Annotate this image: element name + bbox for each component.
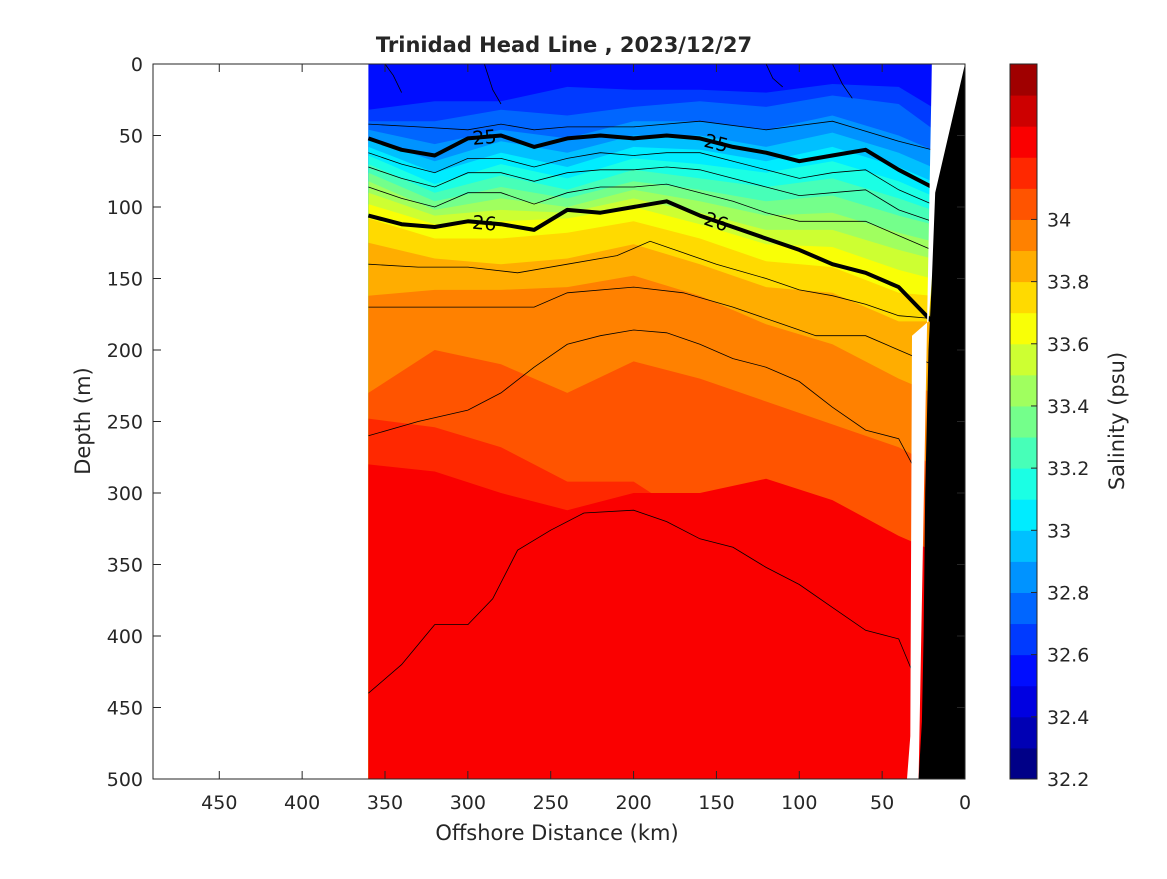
y-tick-label: 500 bbox=[107, 769, 143, 791]
contour-label: 25 bbox=[472, 126, 498, 150]
colorbar-swatch bbox=[1010, 188, 1037, 220]
colorbar-swatch bbox=[1010, 592, 1037, 625]
y-tick-label: 100 bbox=[107, 197, 143, 219]
density-contour-line bbox=[368, 329, 916, 471]
x-axis: 450 400 350 300 250 200 150 100 50 0 bbox=[201, 64, 971, 814]
sigma-contour-25 bbox=[367, 133, 933, 189]
density-contour-line bbox=[368, 286, 933, 365]
colorbar-swatch bbox=[1010, 437, 1037, 469]
colorbar-swatch bbox=[1010, 561, 1037, 593]
x-axis-label: Offshore Distance (km) bbox=[435, 821, 678, 845]
y-tick-label: 150 bbox=[107, 269, 143, 291]
x-tick-label: 0 bbox=[959, 792, 971, 814]
x-tick-label: 200 bbox=[615, 792, 651, 814]
colorbar-tick-label: 33.8 bbox=[1047, 272, 1089, 294]
colorbar-swatch bbox=[1010, 747, 1037, 780]
density-contour-line bbox=[765, 64, 783, 88]
y-tick-label: 0 bbox=[131, 54, 143, 76]
density-contour-line bbox=[368, 152, 933, 205]
x-tick-label: 300 bbox=[450, 792, 486, 814]
colorbar-tick-label: 33 bbox=[1047, 520, 1071, 542]
x-tick-label: 250 bbox=[533, 792, 569, 814]
colorbar-swatch bbox=[1010, 499, 1037, 531]
x-tick-label: 100 bbox=[781, 792, 817, 814]
y-tick-label: 300 bbox=[107, 483, 143, 505]
x-tick-label: 50 bbox=[870, 792, 894, 814]
y-axis-label: Depth (m) bbox=[71, 367, 95, 474]
colorbar-tick-label: 32.8 bbox=[1047, 582, 1089, 604]
colorbar-swatch bbox=[1010, 64, 1037, 96]
colorbar-tick-label: 33.2 bbox=[1047, 458, 1089, 480]
colorbar-frame bbox=[1009, 63, 1038, 780]
colorbar-swatch bbox=[1010, 405, 1037, 438]
bottom-topography bbox=[918, 64, 965, 779]
salinity-fill-layers bbox=[368, 64, 932, 779]
colorbar-swatch bbox=[1010, 716, 1037, 749]
colorbar-tick-label: 33.4 bbox=[1047, 396, 1089, 418]
colorbar-tick-label: 32.6 bbox=[1047, 645, 1089, 667]
density-contour-line bbox=[384, 64, 402, 93]
colorbar-swatch bbox=[1010, 530, 1037, 562]
colorbar-tick-label: 33.6 bbox=[1047, 334, 1089, 356]
y-tick-label: 350 bbox=[107, 555, 143, 577]
x-tick-label: 150 bbox=[698, 792, 734, 814]
contour-label: 26 bbox=[471, 212, 497, 236]
colorbar-swatch bbox=[1010, 343, 1037, 376]
colorbar-swatch bbox=[1010, 623, 1037, 656]
y-tick-label: 450 bbox=[107, 698, 143, 720]
colorbar-swatch bbox=[1010, 281, 1037, 314]
chart-title: Trinidad Head Line , 2023/12/27 bbox=[376, 33, 752, 57]
colorbar-swatch bbox=[1010, 312, 1037, 345]
colorbar-swatch bbox=[1010, 95, 1037, 127]
y-tick-label: 250 bbox=[107, 412, 143, 434]
density-contour-line bbox=[368, 240, 932, 319]
colorbar-swatch bbox=[1010, 374, 1037, 407]
no-data-wedge bbox=[907, 64, 965, 779]
colorbar-tick-label: 32.4 bbox=[1047, 707, 1089, 729]
density-contour-line bbox=[368, 509, 916, 694]
x-tick-label: 400 bbox=[284, 792, 320, 814]
salinity-layer bbox=[368, 464, 932, 779]
colorbar-swatch bbox=[1010, 468, 1037, 500]
y-tick-label: 50 bbox=[119, 126, 143, 148]
colorbar-swatch bbox=[1010, 126, 1037, 158]
colorbar-swatch bbox=[1010, 157, 1037, 189]
y-axis: 0 50 100 150 200 250 300 350 400 450 500 bbox=[107, 54, 965, 791]
y-tick-label: 400 bbox=[107, 626, 143, 648]
x-tick-label: 350 bbox=[367, 792, 403, 814]
colorbar-tick-label: 32.2 bbox=[1047, 769, 1089, 791]
colorbar-swatch bbox=[1010, 219, 1037, 252]
colorbar-swatch bbox=[1010, 685, 1037, 718]
sigma-contour-26 bbox=[367, 199, 934, 323]
density-contour-line bbox=[368, 120, 933, 151]
colorbar-swatch bbox=[1010, 654, 1037, 687]
y-tick-label: 200 bbox=[107, 340, 143, 362]
density-contour-line bbox=[368, 183, 933, 251]
density-contour-line bbox=[368, 166, 933, 222]
colorbar-swatch bbox=[1010, 250, 1037, 283]
colorbar-label: Salinity (psu) bbox=[1105, 352, 1129, 490]
colorbar-tick-label: 34 bbox=[1047, 209, 1071, 231]
colorbar: 32.2 32.4 32.6 32.8 33 33.2 33.4 33.6 33.8 34 bbox=[1009, 63, 1089, 791]
density-contour-line bbox=[484, 64, 502, 105]
x-tick-label: 450 bbox=[201, 792, 237, 814]
density-contour-line bbox=[832, 64, 853, 99]
